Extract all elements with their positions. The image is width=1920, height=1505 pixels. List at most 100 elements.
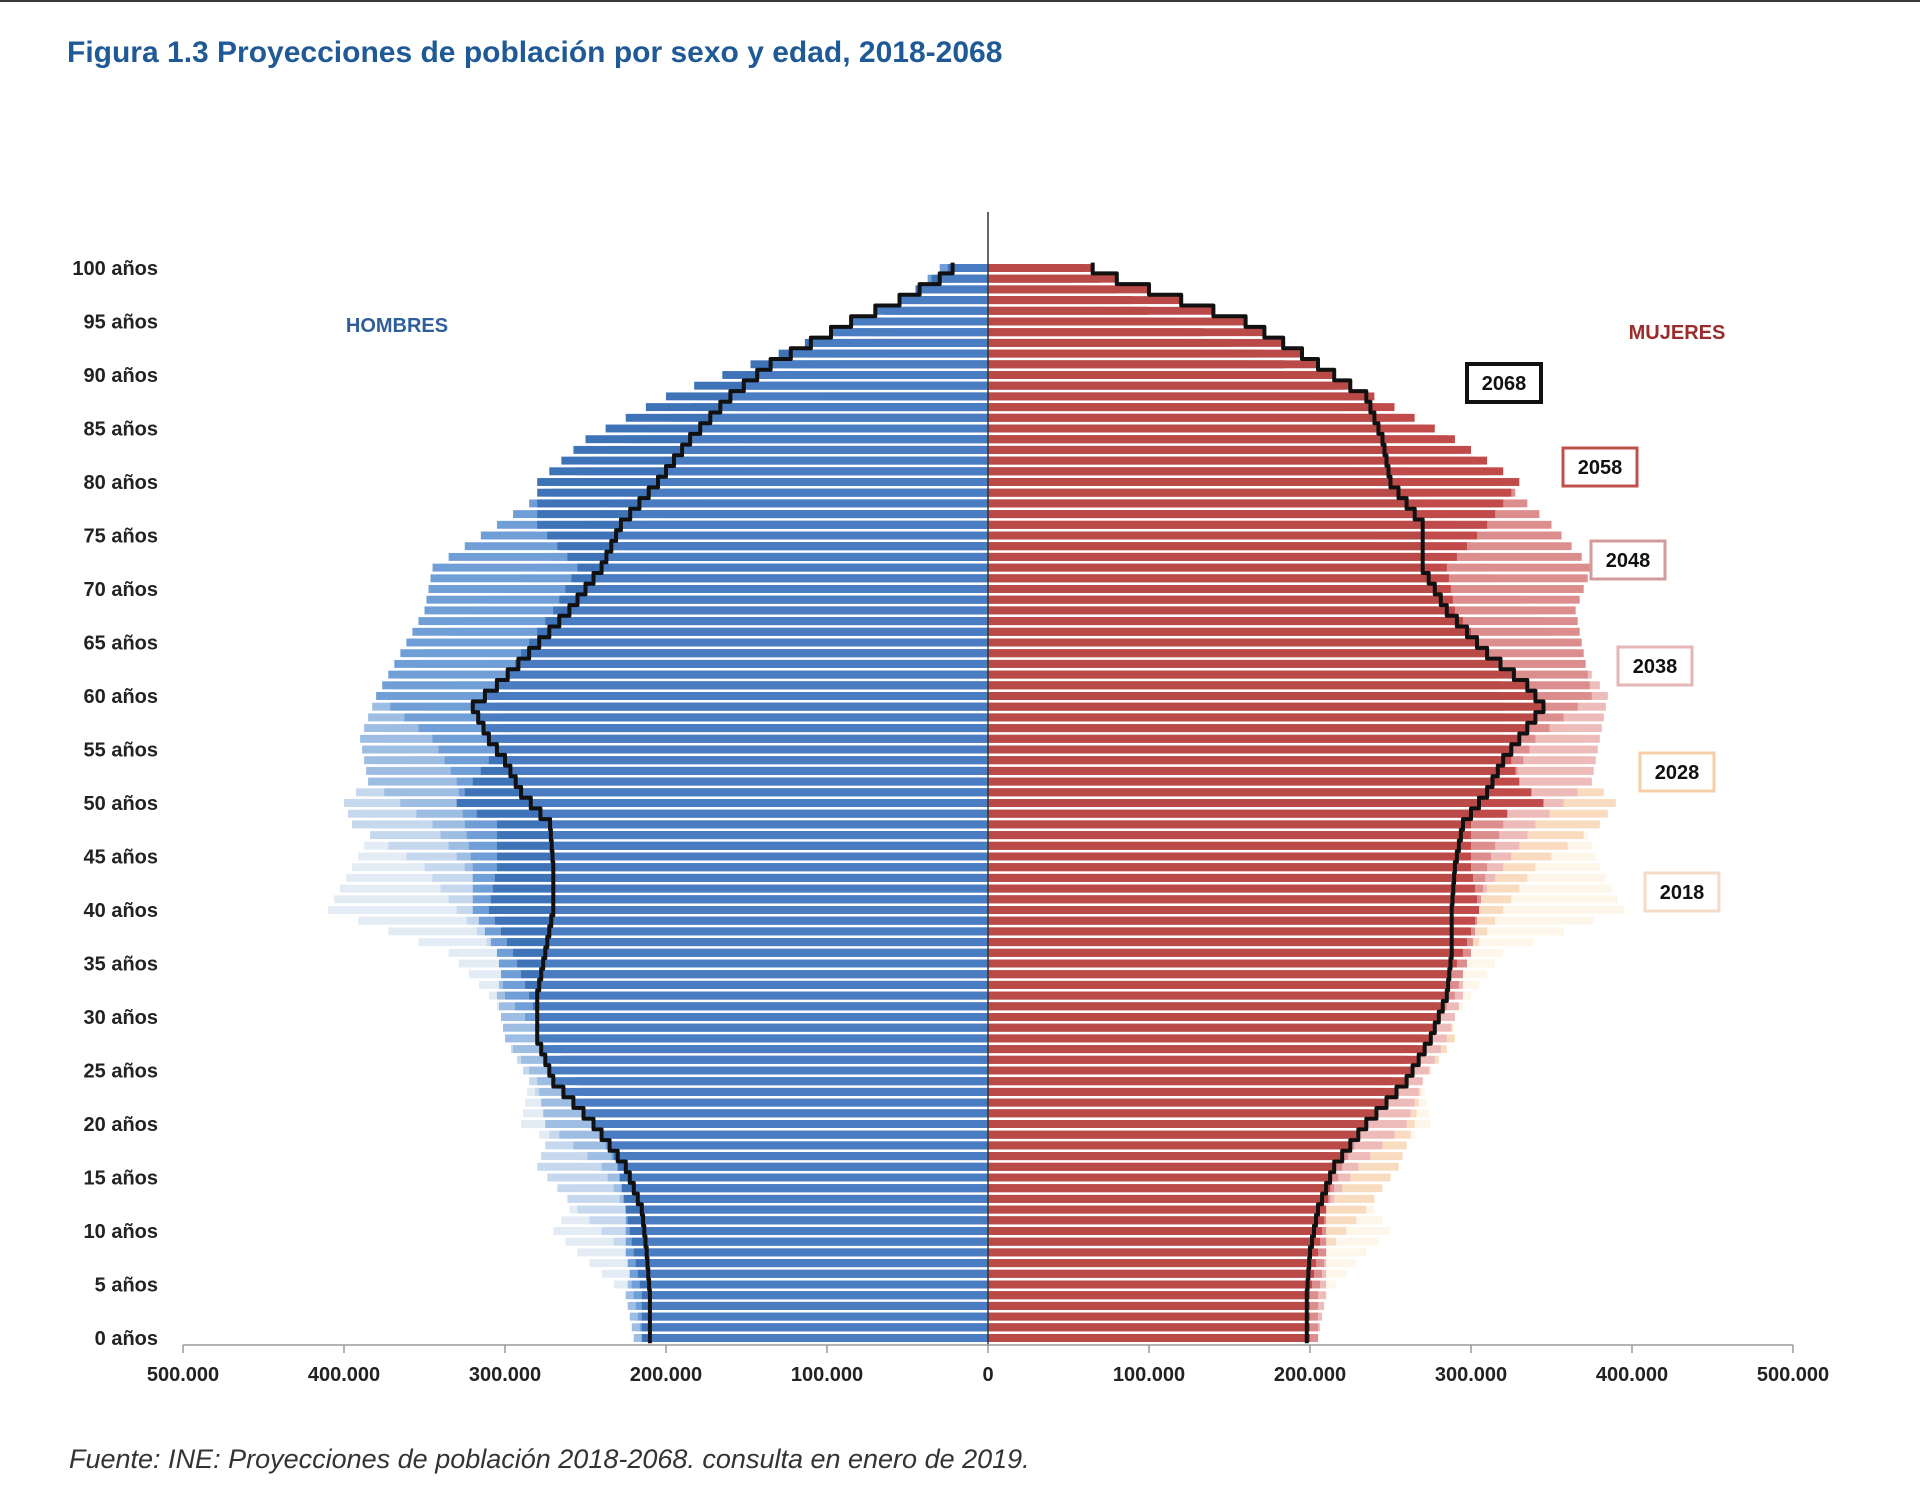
x-tick-label: 400.000 — [1596, 1364, 1668, 1386]
bar-men-2068-age-42 — [553, 884, 988, 893]
bar-men-2068-age-99 — [939, 274, 988, 283]
bar-men-2068-age-97 — [899, 296, 988, 305]
bar-men-2068-age-70 — [585, 585, 988, 593]
y-tick-label: 0 años — [95, 1328, 158, 1350]
bars-layer — [327, 264, 1624, 1342]
bar-men-2068-age-21 — [583, 1109, 988, 1118]
bar-women-2068-age-83 — [988, 445, 1385, 454]
bar-women-2068-age-98 — [988, 285, 1149, 294]
bar-women-2068-age-80 — [988, 478, 1391, 486]
bar-men-2068-age-27 — [541, 1045, 988, 1054]
bar-women-2068-age-46 — [988, 841, 1459, 850]
bar-men-2068-age-81 — [666, 467, 988, 476]
y-tick-label: 65 años — [84, 633, 158, 655]
bar-men-2068-age-15 — [629, 1173, 988, 1182]
bar-women-2068-age-24 — [988, 1077, 1407, 1086]
bar-men-2068-age-2 — [649, 1312, 988, 1321]
outline-men-2068 — [470, 262, 955, 1344]
legend-label: 2038 — [1633, 656, 1678, 678]
bar-men-2068-age-34 — [541, 970, 988, 979]
bar-men-2068-age-82 — [674, 456, 988, 465]
bar-women-2068-age-61 — [988, 681, 1528, 690]
bar-women-2068-age-82 — [988, 456, 1387, 465]
bar-men-2068-age-11 — [643, 1216, 988, 1225]
x-tick-label: 500.000 — [147, 1364, 219, 1386]
bar-women-2068-age-60 — [988, 692, 1536, 700]
bar-men-2068-age-22 — [573, 1098, 988, 1107]
bar-men-2068-age-94 — [831, 328, 988, 337]
bar-women-2068-age-79 — [988, 488, 1399, 497]
bar-men-2068-age-57 — [483, 724, 988, 733]
bar-men-2068-age-58 — [478, 713, 988, 722]
legend-item-2018: 2018 — [1643, 871, 1721, 913]
bar-men-2068-age-7 — [647, 1259, 988, 1268]
bar-men-2068-age-52 — [515, 777, 988, 786]
bar-men-2068-age-17 — [617, 1152, 988, 1161]
bar-women-2068-age-52 — [988, 777, 1493, 786]
x-tick-label: 300.000 — [469, 1364, 541, 1386]
bar-men-2068-age-40 — [553, 906, 988, 914]
bar-women-2068-age-17 — [988, 1152, 1343, 1161]
bar-men-2068-age-24 — [553, 1077, 988, 1086]
bar-men-2068-age-72 — [601, 563, 988, 572]
bar-women-2068-age-67 — [988, 617, 1457, 626]
bar-women-2068-age-14 — [988, 1184, 1327, 1193]
y-tick-label: 45 años — [84, 847, 158, 869]
bar-men-2068-age-25 — [549, 1066, 988, 1075]
bar-men-2068-age-92 — [790, 349, 988, 358]
bar-men-2068-age-69 — [577, 595, 988, 604]
bar-men-2068-age-31 — [537, 1002, 988, 1011]
bar-women-2068-age-32 — [988, 991, 1447, 1000]
bar-men-2068-age-95 — [851, 317, 988, 326]
bar-women-2068-age-7 — [988, 1259, 1310, 1268]
series-2068 — [472, 264, 1544, 1342]
bar-women-2068-age-10 — [988, 1227, 1315, 1235]
bar-men-2068-age-75 — [616, 531, 988, 540]
bar-women-2068-age-90 — [988, 371, 1335, 379]
bar-men-2068-age-86 — [710, 413, 988, 422]
bar-women-2068-age-87 — [988, 403, 1371, 412]
bar-women-2068-age-45 — [988, 852, 1457, 861]
bar-men-2068-age-44 — [553, 863, 988, 872]
bar-women-2068-age-26 — [988, 1055, 1419, 1064]
bar-men-2068-age-39 — [551, 916, 988, 925]
bar-women-2068-age-74 — [988, 542, 1423, 551]
bar-women-2068-age-91 — [988, 360, 1319, 369]
bar-men-2068-age-6 — [648, 1269, 988, 1278]
bar-men-2068-age-8 — [646, 1248, 988, 1257]
y-tick-label: 85 años — [84, 419, 158, 441]
bar-men-2068-age-64 — [529, 649, 988, 658]
bar-women-2068-age-88 — [988, 392, 1367, 401]
bar-women-2068-age-23 — [988, 1087, 1397, 1096]
bar-women-2068-age-59 — [988, 702, 1544, 711]
top-rule — [0, 0, 1920, 2]
x-tick-label: 300.000 — [1435, 1364, 1507, 1386]
bar-men-2068-age-28 — [537, 1034, 988, 1043]
bar-women-2068-age-36 — [988, 948, 1452, 957]
bar-women-2068-age-93 — [988, 338, 1284, 347]
bar-men-2068-age-79 — [648, 488, 988, 497]
bar-women-2068-age-94 — [988, 328, 1265, 337]
bar-men-2068-age-90 — [757, 371, 988, 379]
y-tick-label: 15 años — [84, 1168, 158, 1190]
bar-men-2068-age-63 — [518, 659, 988, 668]
bar-women-2068-age-38 — [988, 927, 1452, 936]
bar-men-2068-age-14 — [633, 1184, 988, 1193]
bar-women-2068-age-43 — [988, 873, 1455, 882]
x-tick-label: 100.000 — [1113, 1364, 1185, 1386]
bar-women-2068-age-62 — [988, 670, 1514, 679]
legend-box — [1465, 362, 1543, 404]
bar-women-2068-age-16 — [988, 1162, 1335, 1171]
bar-men-2068-age-73 — [606, 552, 988, 561]
bar-men-2068-age-96 — [875, 306, 988, 315]
bar-men-2068-age-29 — [537, 1023, 988, 1032]
men-label: HOMBRES — [346, 315, 448, 337]
bar-men-2068-age-51 — [521, 788, 988, 797]
bar-men-2068-age-33 — [539, 980, 988, 989]
y-tick-label: 80 años — [84, 472, 158, 494]
bar-women-2068-age-57 — [988, 724, 1528, 733]
bar-women-2068-age-66 — [988, 627, 1467, 636]
bar-men-2068-age-1 — [649, 1323, 988, 1332]
legend-item-2028: 2028 — [1638, 751, 1716, 793]
x-tick-label: 400.000 — [308, 1364, 380, 1386]
